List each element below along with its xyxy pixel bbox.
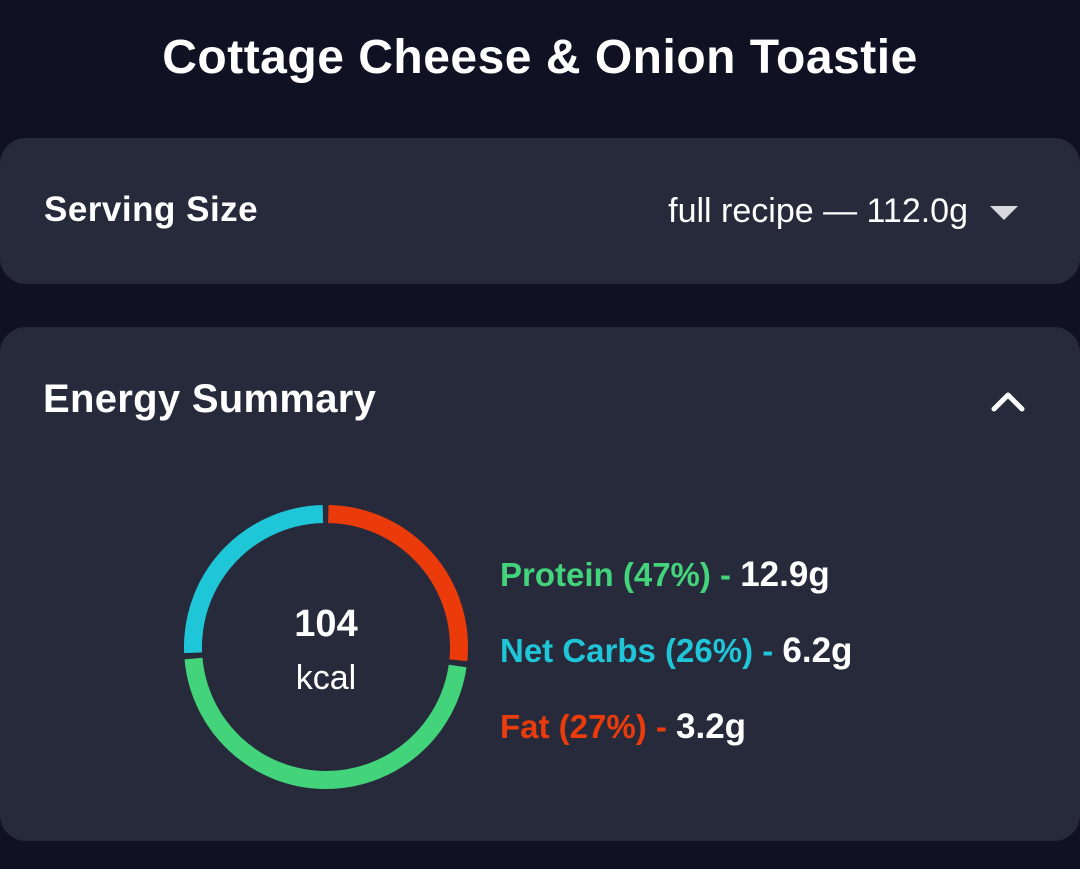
serving-size-label: Serving Size [44, 190, 259, 229]
legend-label-fat: Fat (27%) - [500, 708, 667, 745]
donut-segment-fat [183, 505, 468, 789]
legend-label-carbs: Net Carbs (26%) - [500, 632, 774, 669]
donut-segment-carbs [183, 505, 468, 789]
legend-label-protein: Protein (47%) - [500, 556, 732, 593]
kcal-value: 104 [294, 603, 358, 645]
legend-amount-carbs: 6.2g [782, 631, 853, 670]
macro-donut-chart [183, 505, 468, 789]
kcal-unit: kcal [295, 659, 357, 697]
donut-segment-protein [183, 505, 468, 789]
legend-carbs: Net Carbs (26%) - 6.2g [500, 631, 1060, 707]
legend-amount-fat: 3.2g [676, 707, 747, 746]
page-title: Cottage Cheese & Onion Toastie [162, 31, 918, 84]
legend-protein: Protein (47%) - 12.9g [500, 555, 1060, 631]
chevron-up-icon[interactable] [984, 379, 1032, 423]
legend-fat: Fat (27%) - 3.2g [500, 707, 1060, 783]
serving-size-value[interactable]: full recipe — 112.0g [668, 192, 968, 230]
macro-legend: Protein (47%) - 12.9g Net Carbs (26%) - … [500, 555, 1060, 783]
energy-summary-card: Energy Summary 104 kcal Protein (47%) - … [0, 327, 1080, 841]
energy-summary-title: Energy Summary [43, 377, 377, 421]
serving-size-card[interactable]: Serving Size full recipe — 112.0g [0, 138, 1080, 284]
legend-amount-protein: 12.9g [740, 555, 830, 594]
chevron-down-icon[interactable] [990, 206, 1018, 220]
